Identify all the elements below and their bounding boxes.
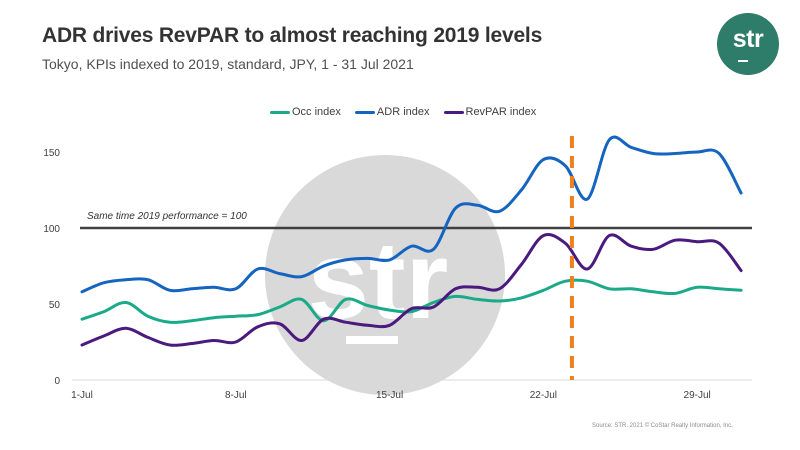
legend-label-revpar: RevPAR index bbox=[465, 106, 537, 118]
legend-label-occ: Occ index bbox=[292, 106, 341, 118]
legend-item-adr: ADR index bbox=[354, 106, 430, 118]
chart-title: ADR drives RevPAR to almost reaching 201… bbox=[42, 24, 543, 47]
x-tick-label: 29-Jul bbox=[684, 390, 711, 401]
source-note: Source: STR. 2021 © CoStar Realty Inform… bbox=[592, 423, 733, 429]
legend-item-revpar: RevPAR index bbox=[443, 106, 537, 118]
series-line-occ bbox=[80, 278, 743, 324]
watermark-text: str bbox=[308, 219, 449, 342]
y-tick-label: 0 bbox=[54, 376, 60, 387]
x-tick-label: 15-Jul bbox=[376, 390, 403, 401]
x-tick-label: 22-Jul bbox=[530, 390, 557, 401]
chart-legend: Occ index ADR index RevPAR index bbox=[270, 106, 536, 118]
legend-swatch-revpar bbox=[443, 110, 464, 114]
legend-item-occ: Occ index bbox=[270, 106, 341, 118]
series-line-adr bbox=[80, 135, 743, 294]
legend-label-adr: ADR index bbox=[376, 106, 430, 118]
reference-line-label: Same time 2019 performance = 100 bbox=[87, 211, 247, 222]
x-tick-label: 1-Jul bbox=[71, 390, 93, 401]
str-watermark: str bbox=[265, 155, 505, 395]
watermark-underline bbox=[346, 336, 398, 344]
y-tick-label: 50 bbox=[49, 300, 61, 311]
y-tick-label: 150 bbox=[43, 148, 60, 159]
series-line-revpar bbox=[80, 233, 743, 347]
x-tick-label: 8-Jul bbox=[225, 390, 247, 401]
str-logo-underline bbox=[738, 60, 748, 62]
watermark-circle bbox=[265, 155, 505, 395]
str-logo-text: str bbox=[732, 25, 764, 53]
y-tick-label: 100 bbox=[43, 224, 60, 235]
legend-swatch-occ bbox=[270, 110, 290, 114]
chart-subtitle: Tokyo, KPIs indexed to 2019, standard, J… bbox=[42, 56, 414, 72]
legend-swatch-adr bbox=[354, 110, 375, 114]
str-logo: str bbox=[717, 13, 779, 75]
